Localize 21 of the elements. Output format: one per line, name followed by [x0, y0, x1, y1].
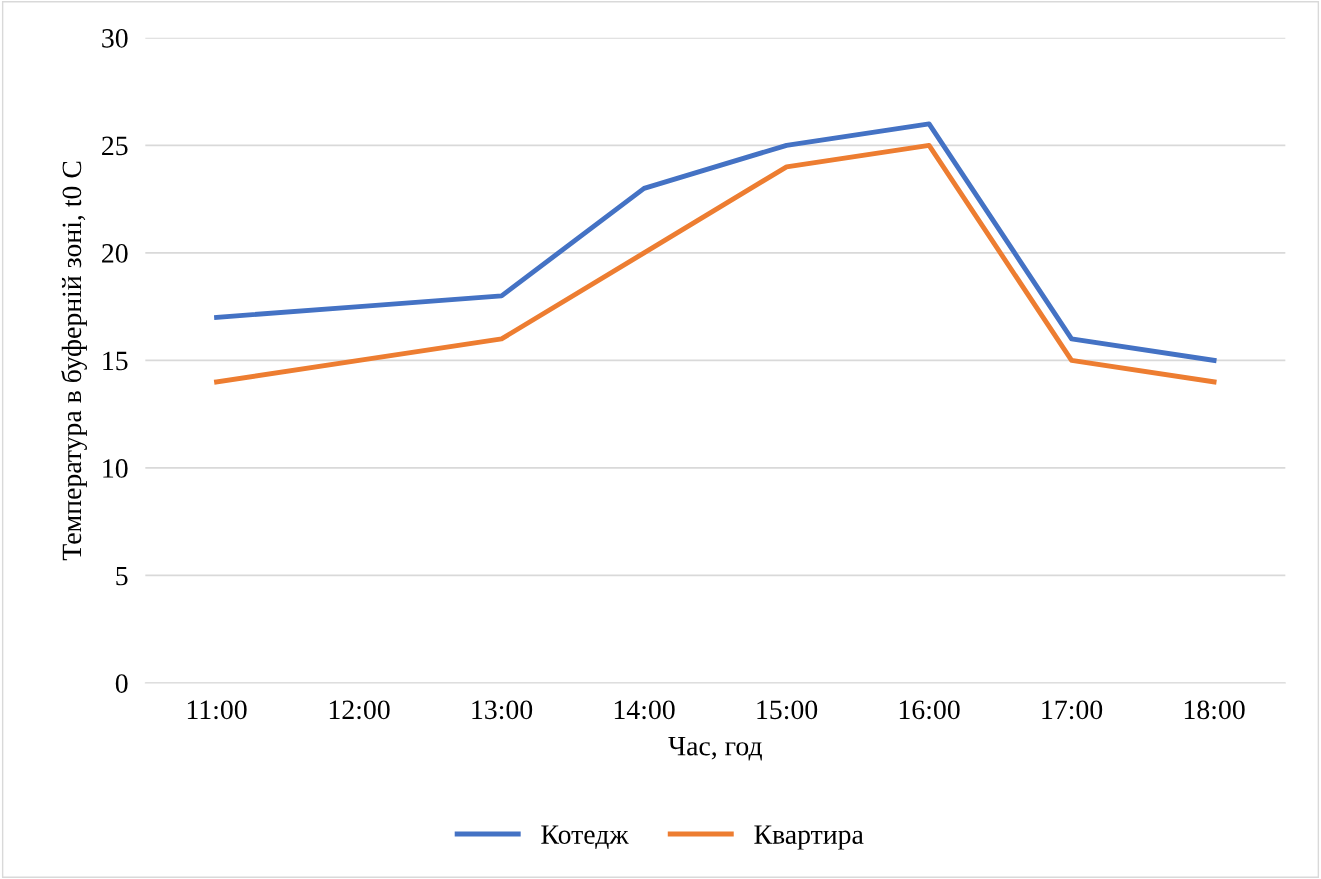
line-series — [214, 142, 1217, 385]
legend-label: Котедж — [541, 825, 629, 850]
y-tick-label: 0 — [115, 674, 128, 693]
y-tick-label: 20 — [102, 244, 128, 263]
y-tick-label: 5 — [116, 566, 128, 586]
legend-label: Квартира — [754, 825, 864, 850]
x-tick-label: 13:00 — [472, 700, 533, 720]
y-axis-title: Температура в буферній зоні, t0 C — [61, 161, 87, 561]
x-tick-label: 18:00 — [1184, 700, 1245, 720]
y-tick-label: 10 — [103, 459, 128, 478]
x-tick-label: 12:00 — [329, 700, 390, 720]
y-tick-label: 30 — [102, 28, 128, 48]
x-tick-label: 14:00 — [614, 700, 675, 720]
x-axis-title: Час, год — [668, 737, 762, 761]
y-tick-label: 15 — [103, 351, 128, 371]
x-tick-label: 11:00 — [187, 700, 247, 720]
y-tick-label: 25 — [102, 136, 128, 156]
x-tick-label: 15:00 — [757, 700, 818, 720]
x-tick-label: 17:00 — [1042, 700, 1103, 720]
x-tick-label: 16:00 — [899, 700, 960, 720]
line-series — [214, 121, 1217, 363]
